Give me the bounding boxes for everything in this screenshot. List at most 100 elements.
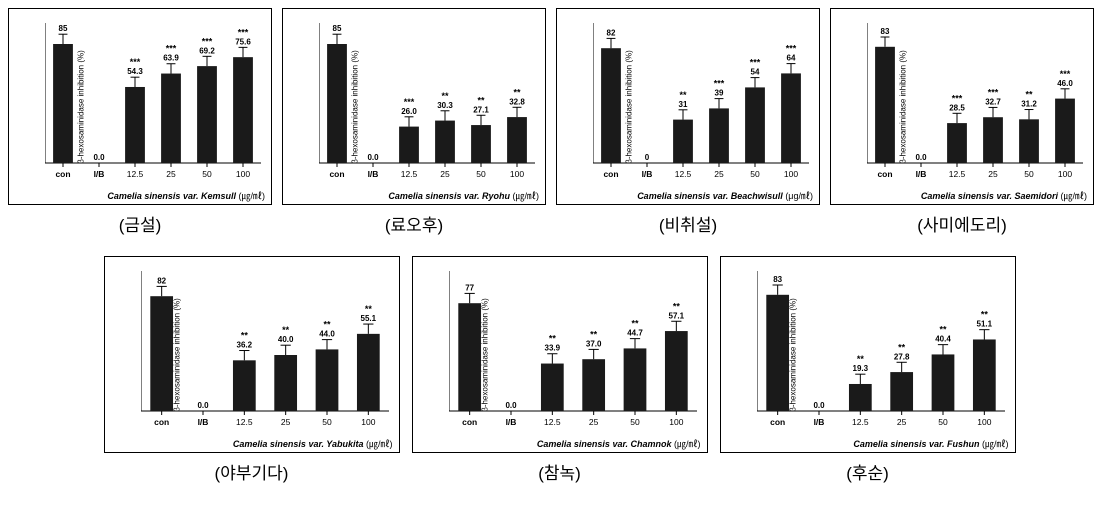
bar-value-label: 83 — [881, 27, 890, 36]
significance-marker: ** — [1025, 90, 1033, 100]
xtick-label: con — [770, 417, 785, 427]
species-name: Camelia sinensis — [537, 439, 610, 449]
variety-name: var. Saemidori — [996, 191, 1058, 201]
significance-marker: *** — [166, 44, 177, 54]
xtick-label: 50 — [476, 169, 486, 179]
panel-caption: (후순) — [846, 459, 889, 484]
species-name: Camelia sinensis — [853, 439, 926, 449]
bar-value-label: 46.0 — [1057, 79, 1073, 88]
bar-value-label: 36.2 — [236, 341, 252, 350]
bar — [507, 117, 527, 163]
xtick-label: 25 — [280, 417, 290, 427]
chart-panel-beachwisull: β-hexosaminidase inhibition (%)020406080… — [556, 8, 820, 236]
bar — [471, 125, 491, 163]
xtick-label: 12.5 — [127, 169, 144, 179]
bar-value-label: 75.6 — [235, 37, 251, 46]
significance-marker: ** — [323, 320, 331, 330]
bar — [745, 87, 765, 163]
bar-value-label: 0 — [645, 153, 650, 162]
unit-label: (㎍/㎖) — [366, 439, 393, 449]
bar-chart-plot: 020406080100con82I/B0.012.536.2**2540.0*… — [141, 271, 389, 431]
xtick-label: 50 — [322, 417, 332, 427]
xtick-label: 12.5 — [675, 169, 692, 179]
xtick-label: 12.5 — [852, 417, 869, 427]
significance-marker: ** — [513, 87, 521, 97]
xtick-label: 100 — [784, 169, 798, 179]
xtick-label: 50 — [1024, 169, 1034, 179]
unit-label: (μg/㎖) — [785, 191, 813, 201]
significance-marker: ** — [590, 329, 598, 339]
xtick-label: I/B — [368, 169, 379, 179]
significance-marker: ** — [477, 95, 485, 105]
bar-chart-plot: 020406080100con82I/B012.531**2539***5054… — [593, 23, 809, 183]
bar-value-label: 51.1 — [976, 320, 992, 329]
bar — [315, 349, 338, 411]
x-axis-label: Camelia sinensis var. Beachwisull (μg/㎖) — [557, 187, 819, 204]
xtick-label: 25 — [714, 169, 724, 179]
xtick-label: I/B — [916, 169, 927, 179]
panel-caption: (료오후) — [385, 211, 443, 236]
x-axis-label: Camelia sinensis var. Yabukita (㎍/㎖) — [105, 435, 399, 452]
bar-value-label: 0.0 — [367, 153, 379, 162]
chart-box: β-hexosaminidase inhibition (%)020406080… — [412, 256, 708, 453]
bar-value-label: 54.3 — [127, 67, 143, 76]
bar — [709, 108, 729, 163]
bar-value-label: 30.3 — [437, 101, 453, 110]
xtick-label: 12.5 — [401, 169, 418, 179]
xtick-label: con — [462, 417, 477, 427]
bar-value-label: 39 — [715, 89, 724, 98]
xtick-label: con — [329, 169, 344, 179]
bar — [947, 123, 967, 163]
significance-marker: ** — [631, 319, 639, 329]
xtick-label: I/B — [505, 417, 516, 427]
bar — [399, 127, 419, 163]
bar-value-label: 69.2 — [199, 46, 215, 55]
bar-value-label: 64 — [787, 54, 796, 63]
significance-marker: *** — [404, 97, 415, 107]
bar-value-label: 85 — [59, 24, 68, 33]
bar-value-label: 44.0 — [319, 330, 335, 339]
chart-panel-chamnok: β-hexosaminidase inhibition (%)020406080… — [412, 256, 708, 484]
bar — [53, 44, 73, 163]
bar-chart-plot: 020406080100con83I/B0.012.528.5***2532.7… — [867, 23, 1083, 183]
bar-chart-plot: 020406080100con77I/B0.012.533.9**2537.0*… — [449, 271, 697, 431]
bar — [1019, 119, 1039, 163]
bar-value-label: 0.0 — [505, 401, 517, 410]
xtick-label: 12.5 — [236, 417, 253, 427]
bar-value-label: 31.2 — [1021, 100, 1037, 109]
chart-panel-yabukita: β-hexosaminidase inhibition (%)020406080… — [104, 256, 400, 484]
significance-marker: ** — [679, 90, 687, 100]
panel-caption: (야부기다) — [215, 459, 289, 484]
significance-marker: ** — [939, 325, 947, 335]
bar — [890, 372, 913, 411]
chart-box: β-hexosaminidase inhibition (%)020406080… — [720, 256, 1016, 453]
x-axis-label: Camelia sinensis var. Saemidori (㎍/㎖) — [831, 187, 1093, 204]
bar — [875, 47, 895, 163]
significance-marker: *** — [952, 93, 963, 103]
bar — [1055, 99, 1075, 163]
bar-value-label: 83 — [773, 275, 782, 284]
xtick-label: con — [154, 417, 169, 427]
bar — [327, 44, 347, 163]
bar — [781, 73, 801, 163]
significance-marker: *** — [786, 44, 797, 54]
bar — [972, 339, 995, 411]
variety-name: var. Beachwisull — [713, 191, 783, 201]
bar-value-label: 27.8 — [893, 352, 909, 361]
bar-value-label: 40.4 — [935, 335, 951, 344]
significance-marker: ** — [364, 304, 372, 314]
bar-value-label: 40.0 — [277, 335, 293, 344]
unit-label: (㎍/㎖) — [513, 191, 540, 201]
bar-value-label: 27.1 — [473, 105, 489, 114]
bar-value-label: 82 — [607, 28, 616, 37]
bar — [664, 331, 687, 411]
chart-panel-ryohu: β-hexosaminidase inhibition (%)020406080… — [282, 8, 546, 236]
bar — [356, 334, 379, 411]
bar-value-label: 55.1 — [360, 314, 376, 323]
xtick-label: 12.5 — [544, 417, 561, 427]
bar-value-label: 63.9 — [163, 54, 179, 63]
bar — [983, 117, 1003, 163]
chart-box: β-hexosaminidase inhibition (%)020406080… — [556, 8, 820, 205]
bar — [673, 120, 693, 163]
xtick-label: 100 — [361, 417, 375, 427]
